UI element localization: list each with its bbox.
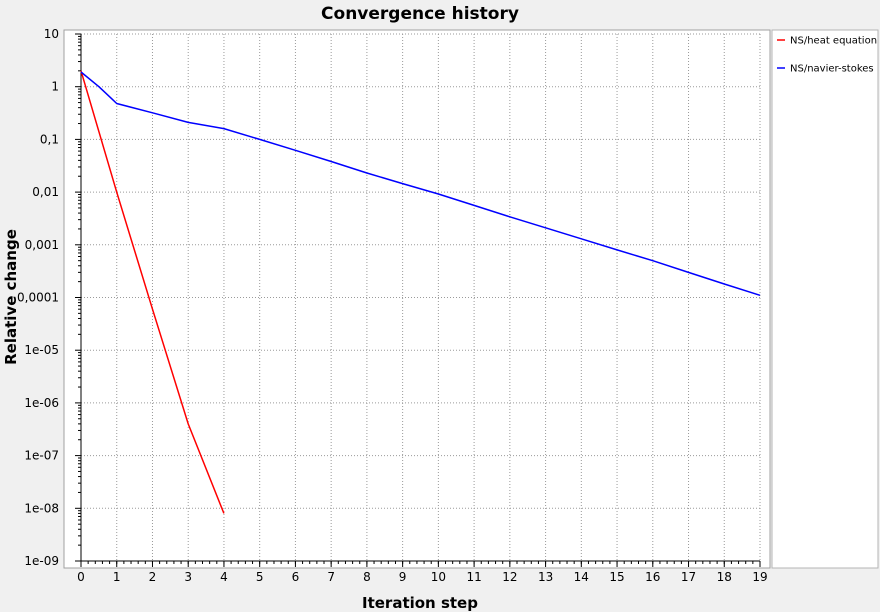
x-tick-label: 18 xyxy=(717,570,732,584)
legend-label: NS/navier-stokes xyxy=(790,64,874,75)
x-tick-label: 4 xyxy=(220,570,228,584)
x-tick-label: 15 xyxy=(609,570,624,584)
series-layer xyxy=(80,70,761,514)
y-tick-label: 1 xyxy=(51,80,59,94)
x-tick-label: 6 xyxy=(292,570,300,584)
y-axis-title: Relative change xyxy=(2,229,20,365)
x-tick-label: 9 xyxy=(399,570,407,584)
legend-label: NS/heat equation xyxy=(790,36,877,47)
x-tick-label: 12 xyxy=(502,570,517,584)
y-axis-ticks: 10 1 0,1 0,01 0,001 0,0001 1e-05 1e-06 1e-07 1e-0… xyxy=(17,27,81,568)
x-tick-label: 10 xyxy=(431,570,446,584)
x-tick-label: 7 xyxy=(327,570,335,584)
x-tick-label: 11 xyxy=(466,570,481,584)
legend: NS/heat equation NS/navier-stokes xyxy=(777,36,877,75)
x-tick-label: 13 xyxy=(538,570,553,584)
x-axis-ticks: 0 1 2 3 4 5 6 7 8 9 10 11 12 13 14 15 16 17 18 19 xyxy=(77,561,768,584)
y-tick-label: 0,01 xyxy=(32,185,59,199)
y-tick-label: 1e-05 xyxy=(24,343,59,357)
x-tick-label: 19 xyxy=(752,570,767,584)
y-tick-label: 1e-09 xyxy=(24,554,59,568)
y-tick-label: 0,001 xyxy=(25,238,59,252)
y-tick-label: 1e-08 xyxy=(24,501,59,515)
x-axis-title: Iteration step xyxy=(362,594,478,612)
y-tick-label: 1e-06 xyxy=(24,396,59,410)
x-tick-label: 1 xyxy=(113,570,121,584)
series-line-ns-heat-equation xyxy=(80,70,225,514)
legend-box xyxy=(771,29,879,569)
x-tick-label: 16 xyxy=(645,570,660,584)
x-tick-label: 3 xyxy=(184,570,192,584)
chart-title: Convergence history xyxy=(321,4,519,24)
y-tick-label: 0,0001 xyxy=(17,291,59,305)
y-tick-label: 1e-07 xyxy=(24,449,59,463)
y-tick-label: 10 xyxy=(44,27,59,41)
y-tick-label: 0,1 xyxy=(40,132,59,146)
x-tick-label: 8 xyxy=(363,570,371,584)
x-tick-label: 0 xyxy=(77,570,85,584)
x-tick-label: 14 xyxy=(574,570,589,584)
x-tick-label: 2 xyxy=(149,570,157,584)
series-line-ns-navier-stokes xyxy=(80,71,761,297)
plot-area xyxy=(63,29,771,569)
x-tick-label: 17 xyxy=(681,570,696,584)
x-tick-label: 5 xyxy=(256,570,264,584)
